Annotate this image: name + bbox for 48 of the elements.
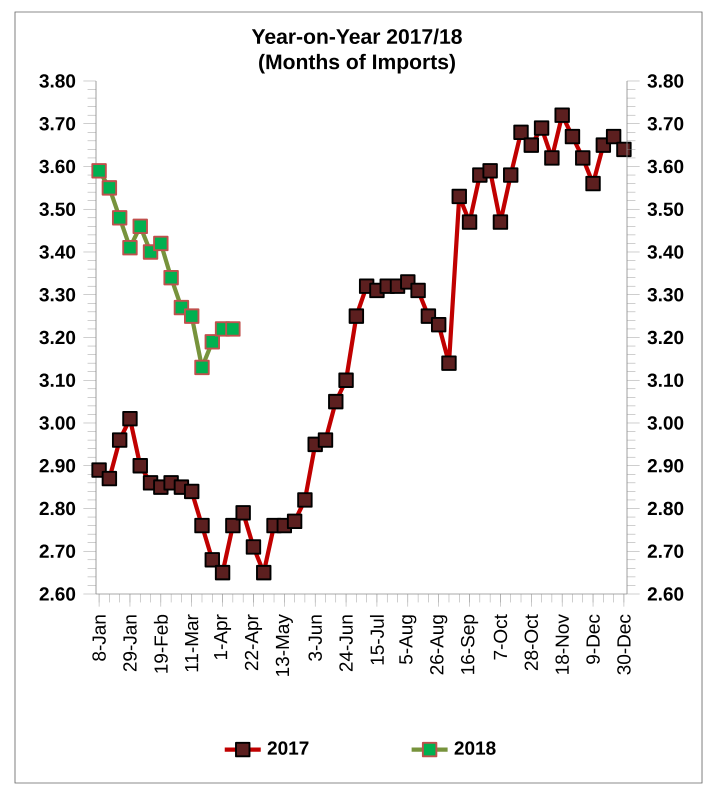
x-tick-label: 28-Oct [524, 614, 538, 670]
y-tick-label: 3.20 [648, 330, 684, 344]
x-tick-label: 13-May [276, 614, 293, 676]
x-tick-label: 8-Jan [92, 615, 106, 661]
x-tick-label: 11-Mar [185, 614, 198, 672]
chart-title: Year-on-Year 2017/18 [252, 28, 462, 44]
y-tick-label: 3.50 [648, 202, 684, 216]
x-tick-label: 16-Sep [460, 614, 478, 674]
y2-tick-label: 2.60 [40, 587, 76, 601]
y2-tick-label: 2.90 [40, 459, 76, 472]
y-tick-label: 2.80 [648, 502, 684, 516]
y2-tick-label: 3.80 [39, 74, 76, 88]
x-tick-label: 1-Apr [214, 614, 232, 660]
legend-label: 2017 [268, 741, 308, 755]
y-tick-label: 3.30 [648, 288, 684, 302]
y2-tick-label: 3.30 [39, 288, 76, 302]
y2-tick-label: 3.00 [39, 416, 76, 430]
y-tick-label: 2.70 [648, 544, 684, 558]
x-tick-label: 22-Apr [244, 614, 262, 670]
y-tick-label: 3.00 [648, 416, 684, 430]
x-tick-label: 9-Dec [586, 614, 600, 664]
y-tick-label: 2.60 [648, 587, 684, 601]
y2-tick-label: 3.70 [39, 117, 76, 130]
x-tick-label: 30-Dec [617, 614, 631, 675]
y2-tick-label: 3.40 [39, 245, 76, 259]
y2-tick-label: 2.70 [40, 544, 76, 558]
y2-tick-label: 3.60 [39, 160, 76, 174]
x-tick-label: 24-Jun [339, 615, 353, 672]
y-tick-label: 3.70 [648, 117, 684, 130]
chart-subtitle: (Months of Imports) [259, 54, 455, 74]
x-tick-label: 26-Aug [430, 615, 448, 674]
y2-tick-label: 3.10 [39, 374, 76, 387]
y-tick-label: 3.60 [648, 160, 684, 174]
y-tick-label: 3.80 [648, 74, 684, 88]
x-tick-label: 3-Jun [308, 615, 322, 661]
y2-tick-label: 3.50 [39, 202, 76, 216]
y-tick-label: 3.10 [648, 374, 684, 387]
x-tick-label: 5-Aug [399, 615, 416, 664]
legend-label: 2018 [454, 741, 496, 755]
y-tick-label: 3.40 [648, 245, 684, 259]
y2-tick-label: 2.80 [40, 502, 76, 516]
x-tick-label: 7-Oct [494, 614, 508, 660]
x-tick-label: 15-Jul [370, 615, 384, 664]
y-tick-label: 2.90 [648, 459, 684, 472]
x-tick-label: 19-Feb [154, 614, 168, 673]
x-tick-label: 29-Jan [123, 615, 137, 672]
x-tick-label: 18-Nov [555, 614, 569, 674]
y2-tick-label: 3.20 [39, 330, 76, 344]
